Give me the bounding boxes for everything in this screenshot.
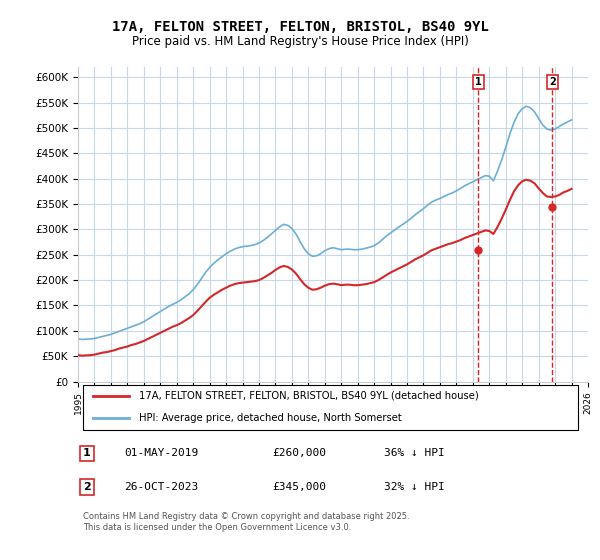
- Text: HPI: Average price, detached house, North Somerset: HPI: Average price, detached house, Nort…: [139, 413, 402, 423]
- FancyBboxPatch shape: [83, 385, 578, 430]
- Text: £345,000: £345,000: [272, 482, 326, 492]
- Text: Price paid vs. HM Land Registry's House Price Index (HPI): Price paid vs. HM Land Registry's House …: [131, 35, 469, 48]
- Text: £260,000: £260,000: [272, 449, 326, 459]
- Text: 01-MAY-2019: 01-MAY-2019: [124, 449, 198, 459]
- Text: 36% ↓ HPI: 36% ↓ HPI: [384, 449, 445, 459]
- Text: 26-OCT-2023: 26-OCT-2023: [124, 482, 198, 492]
- Text: 1: 1: [475, 77, 482, 87]
- Text: 2: 2: [83, 482, 91, 492]
- Text: 1: 1: [83, 449, 91, 459]
- Text: 17A, FELTON STREET, FELTON, BRISTOL, BS40 9YL (detached house): 17A, FELTON STREET, FELTON, BRISTOL, BS4…: [139, 391, 479, 401]
- Text: 2: 2: [549, 77, 556, 87]
- Text: Contains HM Land Registry data © Crown copyright and database right 2025.
This d: Contains HM Land Registry data © Crown c…: [83, 512, 410, 531]
- Text: 17A, FELTON STREET, FELTON, BRISTOL, BS40 9YL: 17A, FELTON STREET, FELTON, BRISTOL, BS4…: [112, 20, 488, 34]
- Text: 32% ↓ HPI: 32% ↓ HPI: [384, 482, 445, 492]
